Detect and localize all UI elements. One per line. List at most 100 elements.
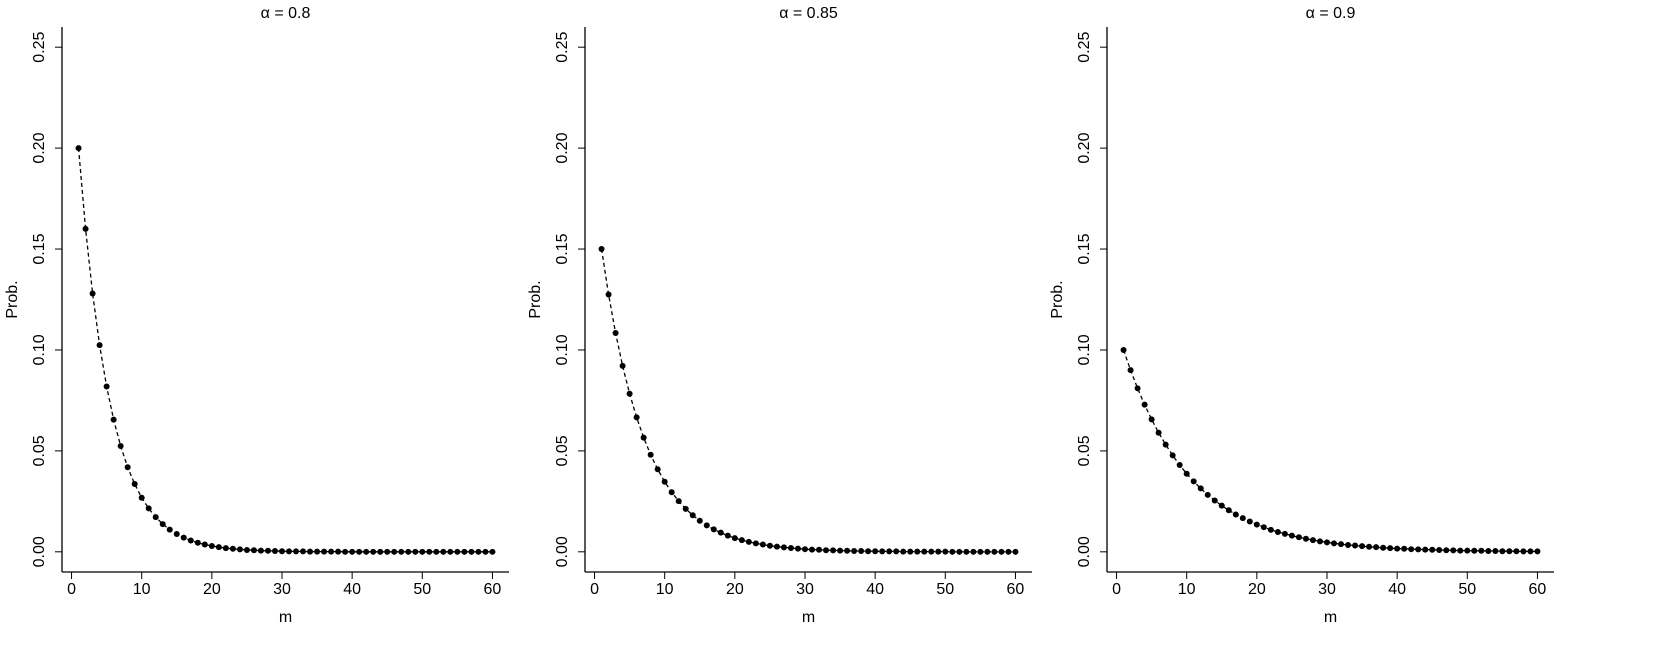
x-tick-label: 0 [590,581,599,598]
data-point [851,548,858,555]
x-axis-label: m [279,609,292,626]
data-point [1408,546,1415,553]
data-point [1359,543,1366,550]
data-point [1513,548,1520,555]
data-point [1274,529,1281,536]
data-point [271,548,278,555]
y-tick-label: 0.20 [1076,132,1093,163]
y-axis-label: Prob. [527,280,544,318]
x-tick-label: 10 [133,581,151,598]
x-tick-label: 20 [1248,581,1266,598]
x-tick-label: 20 [726,581,744,598]
chart-title: α = 0.85 [779,5,838,22]
data-point [377,548,384,555]
data-point [942,548,949,555]
data-point [710,526,717,533]
data-point [82,225,89,232]
x-axis-label: m [802,609,815,626]
chart-title: α = 0.8 [261,5,311,22]
y-tick-label: 0.25 [1076,32,1093,63]
data-point [816,546,823,553]
data-point [1134,385,1141,392]
data-point [222,545,229,552]
data-point [1394,545,1401,552]
data-point [865,548,872,555]
data-point [426,548,433,555]
data-point [731,535,738,542]
data-point [787,544,794,551]
data-point [468,548,475,555]
data-point [1302,535,1309,542]
data-point [1415,546,1422,553]
chart-title: α = 0.9 [1306,5,1356,22]
data-point [879,548,886,555]
data-point [900,548,907,555]
data-point [717,529,724,536]
data-point [1436,546,1443,553]
data-point [1218,502,1225,509]
data-point [752,540,759,547]
data-point [433,548,440,555]
data-point [998,548,1005,555]
data-point [307,548,314,555]
data-point [780,544,787,551]
data-point [103,383,110,390]
x-tick-label: 50 [413,581,431,598]
data-point [970,548,977,555]
data-point [619,362,626,369]
data-point [612,330,619,337]
data-point [1176,462,1183,469]
data-point [482,548,489,555]
data-point [1387,545,1394,552]
data-point [1534,548,1541,555]
data-point [1352,542,1359,549]
data-point [187,537,194,544]
data-point [689,512,696,519]
data-point [605,291,612,298]
x-tick-label: 10 [1178,581,1196,598]
data-point [250,547,257,554]
data-point [1239,515,1246,522]
data-point [1204,491,1211,498]
data-point [1232,511,1239,518]
data-point [837,547,844,554]
data-point [1506,548,1513,555]
data-point [349,548,356,555]
data-point [1169,452,1176,459]
y-tick-label: 0.05 [31,435,48,466]
data-point [335,548,342,555]
data-point [96,342,103,349]
data-point [633,414,640,421]
data-point [956,548,963,555]
data-point [654,466,661,473]
data-point [809,546,816,553]
data-point [166,526,173,533]
data-point [1155,429,1162,436]
data-point [977,548,984,555]
data-point [384,548,391,555]
y-tick-label: 0.25 [554,32,571,63]
data-point [1012,548,1019,555]
x-tick-label: 0 [67,581,76,598]
data-point [405,548,412,555]
x-tick-label: 30 [1318,581,1336,598]
data-point [1260,524,1267,531]
x-tick-label: 20 [203,581,221,598]
y-tick-label: 0.10 [31,334,48,365]
data-point [173,531,180,538]
y-tick-label: 0.10 [554,334,571,365]
x-tick-label: 40 [1388,581,1406,598]
data-point [489,548,496,555]
data-point [1471,547,1478,554]
data-point [1366,543,1373,550]
data-point [1281,530,1288,537]
data-point [661,478,668,485]
data-point [412,548,419,555]
data-point [935,548,942,555]
data-point [823,547,830,554]
data-point [991,548,998,555]
x-tick-label: 0 [1112,581,1121,598]
data-point [391,548,398,555]
